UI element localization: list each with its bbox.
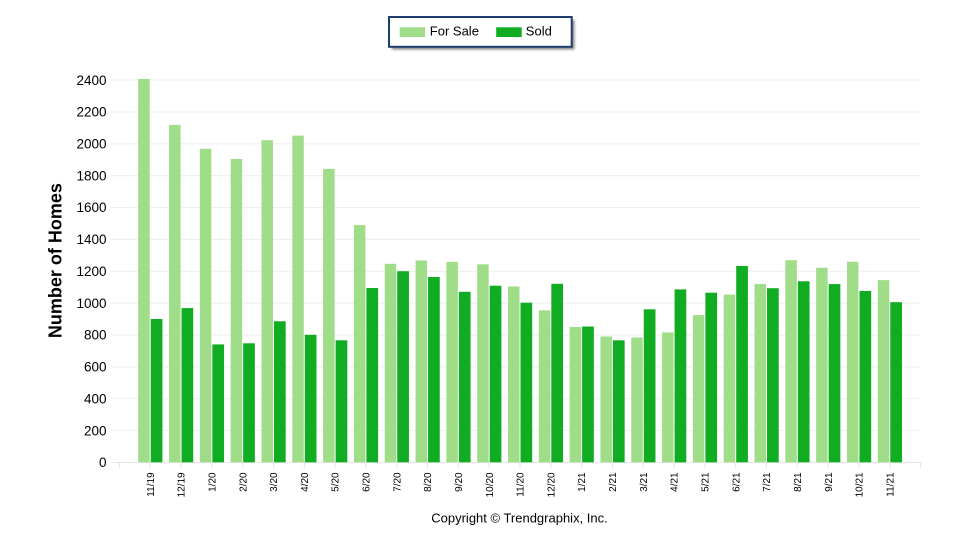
svg-text:6/20: 6/20 [362, 472, 373, 492]
svg-text:0: 0 [99, 455, 107, 470]
svg-text:8/21: 8/21 [793, 472, 804, 492]
svg-text:For Sale: For Sale [430, 24, 479, 39]
svg-text:4/20: 4/20 [300, 472, 311, 492]
svg-text:9/20: 9/20 [454, 472, 465, 492]
svg-text:1800: 1800 [76, 168, 106, 183]
svg-text:7/20: 7/20 [392, 472, 403, 492]
svg-text:2000: 2000 [76, 136, 106, 151]
svg-text:5/21: 5/21 [700, 472, 711, 492]
svg-text:12/20: 12/20 [546, 472, 557, 497]
svg-text:600: 600 [84, 360, 107, 375]
svg-text:9/21: 9/21 [824, 472, 835, 492]
svg-text:Sold: Sold [526, 24, 552, 39]
svg-text:3/21: 3/21 [639, 472, 650, 492]
svg-text:2/20: 2/20 [238, 472, 249, 492]
svg-text:1600: 1600 [76, 200, 106, 215]
svg-text:6/21: 6/21 [731, 472, 742, 492]
svg-text:11/20: 11/20 [516, 472, 527, 497]
svg-text:400: 400 [84, 391, 107, 406]
svg-text:11/19: 11/19 [146, 472, 157, 497]
svg-text:1/20: 1/20 [207, 472, 218, 492]
svg-text:1400: 1400 [76, 232, 106, 247]
svg-text:4/21: 4/21 [670, 472, 681, 492]
svg-text:1000: 1000 [76, 296, 106, 311]
svg-text:10/20: 10/20 [485, 472, 496, 497]
svg-text:2/21: 2/21 [608, 472, 619, 492]
svg-text:800: 800 [84, 328, 107, 343]
svg-text:Copyright © Trendgraphix, Inc.: Copyright © Trendgraphix, Inc. [431, 510, 608, 525]
svg-text:12/19: 12/19 [177, 472, 188, 497]
svg-text:7/21: 7/21 [762, 472, 773, 492]
svg-text:1200: 1200 [76, 264, 106, 279]
svg-text:5/20: 5/20 [331, 472, 342, 492]
svg-text:10/21: 10/21 [855, 472, 866, 497]
svg-text:Number of Homes: Number of Homes [45, 183, 65, 338]
svg-text:8/20: 8/20 [423, 472, 434, 492]
svg-text:200: 200 [84, 423, 107, 438]
svg-text:3/20: 3/20 [269, 472, 280, 492]
svg-text:2200: 2200 [76, 105, 106, 120]
svg-text:11/21: 11/21 [885, 472, 896, 497]
svg-text:2400: 2400 [76, 73, 106, 88]
svg-text:1/21: 1/21 [577, 472, 588, 492]
